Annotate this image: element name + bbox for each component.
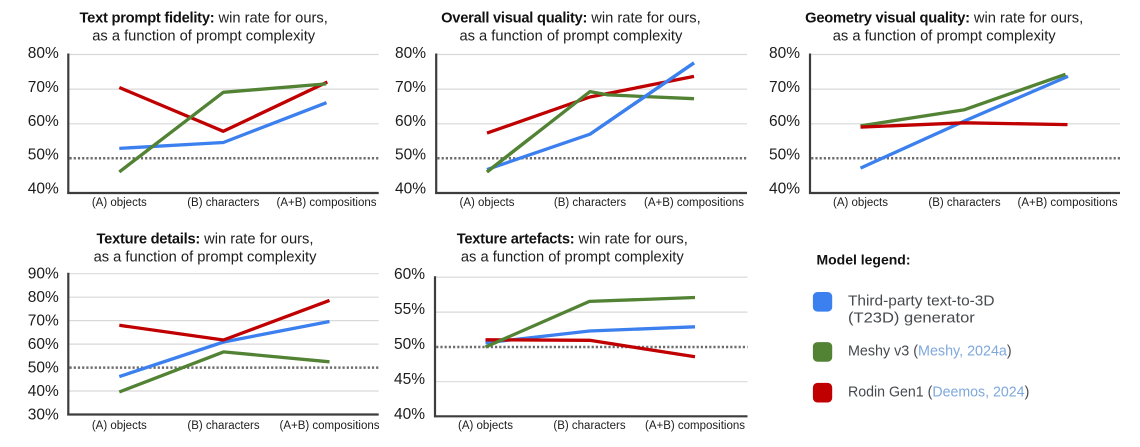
svg-text:50%: 50%: [394, 336, 425, 353]
svg-text:40%: 40%: [28, 181, 59, 198]
svg-text:80%: 80%: [28, 289, 59, 306]
svg-text:50%: 50%: [28, 147, 59, 164]
svg-text:40%: 40%: [394, 406, 425, 423]
svg-text:50%: 50%: [769, 147, 800, 164]
svg-text:(A) objects: (A) objects: [833, 197, 888, 209]
svg-text:as a function of prompt comple: as a function of prompt complexity: [833, 29, 1057, 45]
svg-text:as a function of prompt comple: as a function of prompt complexity: [94, 250, 318, 266]
svg-text:55%: 55%: [394, 301, 425, 318]
svg-text:70%: 70%: [395, 79, 426, 96]
svg-text:80%: 80%: [28, 45, 59, 62]
svg-text:(A) objects: (A) objects: [458, 420, 513, 432]
svg-text:50%: 50%: [395, 147, 426, 164]
svg-text:45%: 45%: [394, 371, 425, 388]
svg-text:Meshy v3 (Meshy, 2024a): Meshy v3 (Meshy, 2024a): [848, 344, 1012, 360]
svg-text:60%: 60%: [28, 113, 59, 130]
svg-text:(A+B) compositions: (A+B) compositions: [644, 197, 744, 209]
svg-text:(A+B) compositions: (A+B) compositions: [645, 420, 745, 432]
svg-text:Geometry visual quality: win r: Geometry visual quality: win rate for ou…: [805, 11, 1083, 27]
svg-text:(A) objects: (A) objects: [460, 197, 515, 209]
svg-text:40%: 40%: [395, 181, 426, 198]
svg-text:(B) characters: (B) characters: [928, 197, 1000, 209]
svg-text:(A+B) compositions: (A+B) compositions: [276, 197, 376, 209]
svg-text:30%: 30%: [28, 407, 59, 424]
svg-text:(B) characters: (B) characters: [187, 197, 259, 209]
svg-text:(A) objects: (A) objects: [92, 197, 147, 209]
svg-text:(B) characters: (B) characters: [554, 197, 626, 209]
svg-text:80%: 80%: [395, 45, 426, 62]
svg-text:(B) characters: (B) characters: [553, 420, 625, 432]
svg-text:(A+B) compositions: (A+B) compositions: [1017, 197, 1117, 209]
svg-text:as a function of prompt comple: as a function of prompt complexity: [461, 250, 685, 266]
svg-text:Text prompt fidelity: win rate: Text prompt fidelity: win rate for ours,: [80, 11, 328, 27]
svg-text:Third-party text-to-3D: Third-party text-to-3D: [848, 294, 995, 310]
svg-text:70%: 70%: [769, 79, 800, 96]
svg-text:60%: 60%: [769, 113, 800, 130]
svg-text:as a function of prompt comple: as a function of prompt complexity: [459, 29, 683, 45]
svg-text:Rodin Gen1 (Deemos, 2024): Rodin Gen1 (Deemos, 2024): [848, 385, 1029, 401]
svg-text:Texture artefacts: win rate fo: Texture artefacts: win rate for ours,: [457, 232, 688, 248]
svg-text:(B) characters: (B) characters: [187, 420, 259, 432]
svg-text:Model legend:: Model legend:: [817, 252, 911, 268]
svg-text:40%: 40%: [28, 383, 59, 400]
svg-text:60%: 60%: [394, 266, 425, 283]
svg-text:(A+B) compositions: (A+B) compositions: [279, 420, 379, 432]
svg-text:70%: 70%: [28, 79, 59, 96]
svg-text:Texture details: win rate for: Texture details: win rate for ours,: [97, 232, 314, 248]
svg-text:60%: 60%: [28, 336, 59, 353]
svg-text:70%: 70%: [28, 312, 59, 329]
svg-text:90%: 90%: [28, 265, 59, 282]
svg-text:50%: 50%: [28, 360, 59, 377]
svg-text:60%: 60%: [395, 113, 426, 130]
svg-text:80%: 80%: [769, 45, 800, 62]
svg-text:Overall visual quality: win ra: Overall visual quality: win rate for our…: [441, 11, 701, 27]
svg-text:as a function of prompt comple: as a function of prompt complexity: [92, 29, 316, 45]
svg-text:(T23D) generator: (T23D) generator: [848, 311, 975, 327]
svg-text:40%: 40%: [769, 181, 800, 198]
svg-text:(A) objects: (A) objects: [92, 420, 147, 432]
